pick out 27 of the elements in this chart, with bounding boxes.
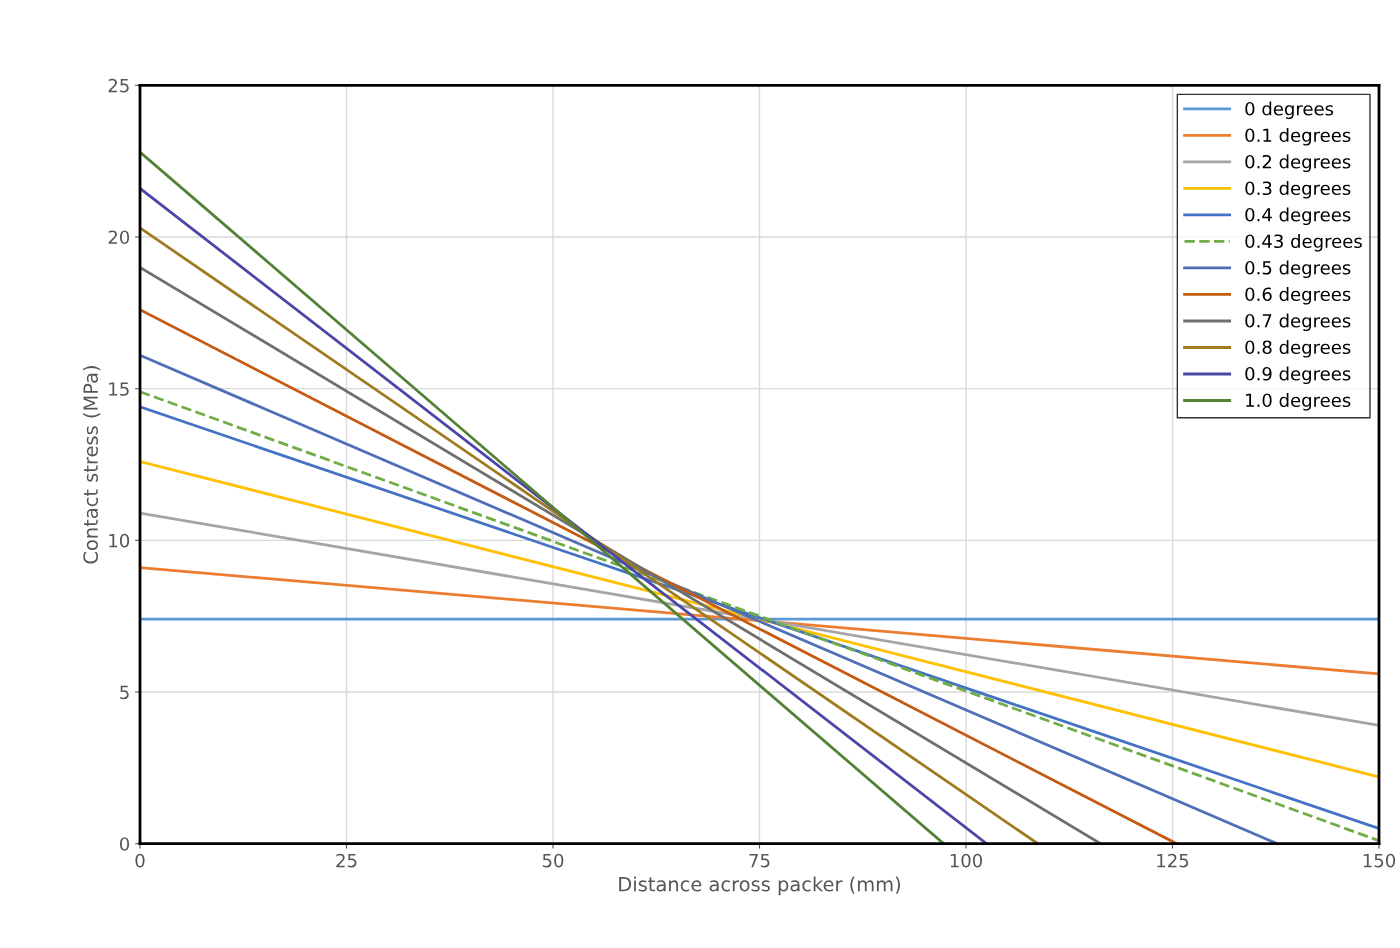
y-tick-label: 0 [119, 837, 130, 851]
y-tick-label: 10 [109, 533, 130, 548]
legend-label: 0.9 degrees [1245, 366, 1351, 385]
x-tick-label: 50 [542, 853, 564, 868]
x-tick-label: 150 [1363, 853, 1396, 868]
legend-label: 0.3 degrees [1245, 181, 1351, 199]
x-tick-label: 25 [336, 853, 357, 868]
x-axis-title: Distance across packer (mm) [619, 876, 901, 896]
x-tick-label: 0 [135, 853, 145, 868]
y-tick-label: 15 [109, 382, 129, 396]
legend-label: 0.6 degrees [1245, 287, 1351, 305]
x-tick-label: 75 [749, 854, 770, 868]
legend-label: 0.8 degrees [1245, 340, 1351, 358]
legend-label: 0.43 degrees [1245, 234, 1362, 252]
legend-label: 1.0 degrees [1246, 393, 1351, 411]
legend-label: 0 degrees [1245, 101, 1334, 120]
y-axis-title: Contact stress (MPa) [82, 366, 101, 564]
x-tick-label: 125 [1157, 853, 1189, 868]
y-tick-label: 5 [120, 685, 129, 700]
legend-label: 0.2 degrees [1245, 154, 1351, 173]
legend-label: 0.7 degrees [1245, 313, 1351, 332]
x-tick-label: 100 [950, 853, 983, 868]
y-tick-label: 25 [108, 78, 129, 93]
legend-label: 0.1 degrees [1245, 128, 1351, 146]
legend-label: 0.4 degrees [1245, 207, 1351, 226]
y-tick-label: 20 [108, 230, 130, 245]
legend-label: 0.5 degrees [1245, 260, 1351, 279]
